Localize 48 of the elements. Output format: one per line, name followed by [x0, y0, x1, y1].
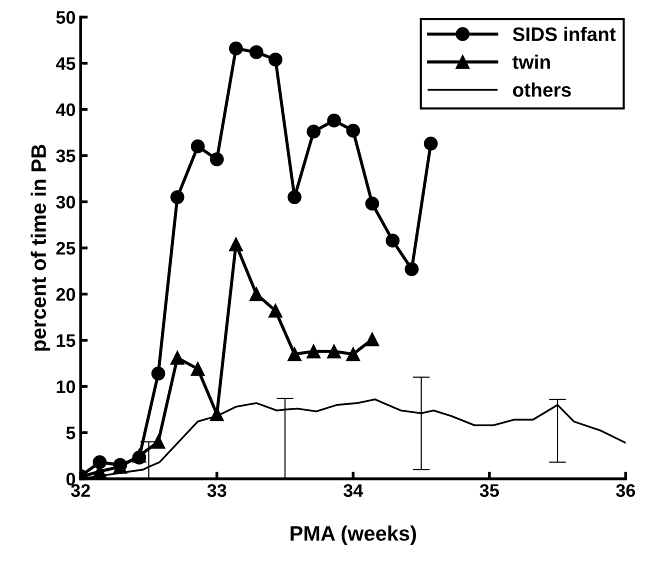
point: [92, 455, 107, 470]
point: [327, 344, 342, 358]
point: [404, 262, 419, 276]
legend-label: SIDS infant: [512, 26, 616, 42]
point: [306, 344, 321, 358]
point: [170, 190, 184, 204]
y-tick-label: 50: [56, 11, 76, 24]
point: [229, 42, 243, 56]
point: [268, 52, 282, 67]
x-tick-label: 35: [480, 484, 499, 497]
point: [365, 332, 380, 346]
point: [210, 152, 224, 166]
y-tick-label: 0: [66, 472, 76, 486]
legend-label: twin: [512, 54, 550, 69]
x-tick-label: 36: [616, 484, 636, 497]
y-tick-label: 25: [56, 242, 76, 255]
point: [190, 139, 205, 154]
y-tick-label: 40: [56, 103, 76, 116]
x-tick-label: 33: [207, 484, 226, 497]
point: [229, 237, 243, 252]
point: [151, 366, 166, 380]
point: [288, 190, 302, 204]
point: [151, 434, 166, 449]
point: [249, 45, 264, 60]
y-tick-label: 45: [56, 57, 76, 70]
point: [365, 196, 380, 211]
y-tick-label: 30: [56, 196, 76, 209]
x-tick-label: 34: [344, 484, 364, 497]
legend-label: others: [512, 82, 571, 97]
point: [386, 234, 400, 248]
y-tick-label: 15: [56, 334, 76, 348]
y-axis-title: percent of time in PB: [30, 144, 50, 351]
point: [346, 347, 360, 362]
point: [249, 287, 264, 302]
point: [190, 362, 205, 376]
point: [288, 347, 302, 362]
y-tick-label: 5: [66, 426, 76, 440]
point: [268, 304, 282, 318]
point: [346, 124, 360, 138]
point: [306, 124, 321, 139]
y-tick-label: 20: [56, 288, 76, 301]
x-tick-label: 32: [71, 484, 90, 497]
x-axis-title: PMA (weeks): [290, 525, 416, 545]
point: [170, 350, 184, 365]
point: [424, 136, 438, 151]
y-tick-label: 35: [56, 150, 76, 162]
point: [327, 114, 342, 128]
y-tick-label: 10: [56, 380, 76, 394]
